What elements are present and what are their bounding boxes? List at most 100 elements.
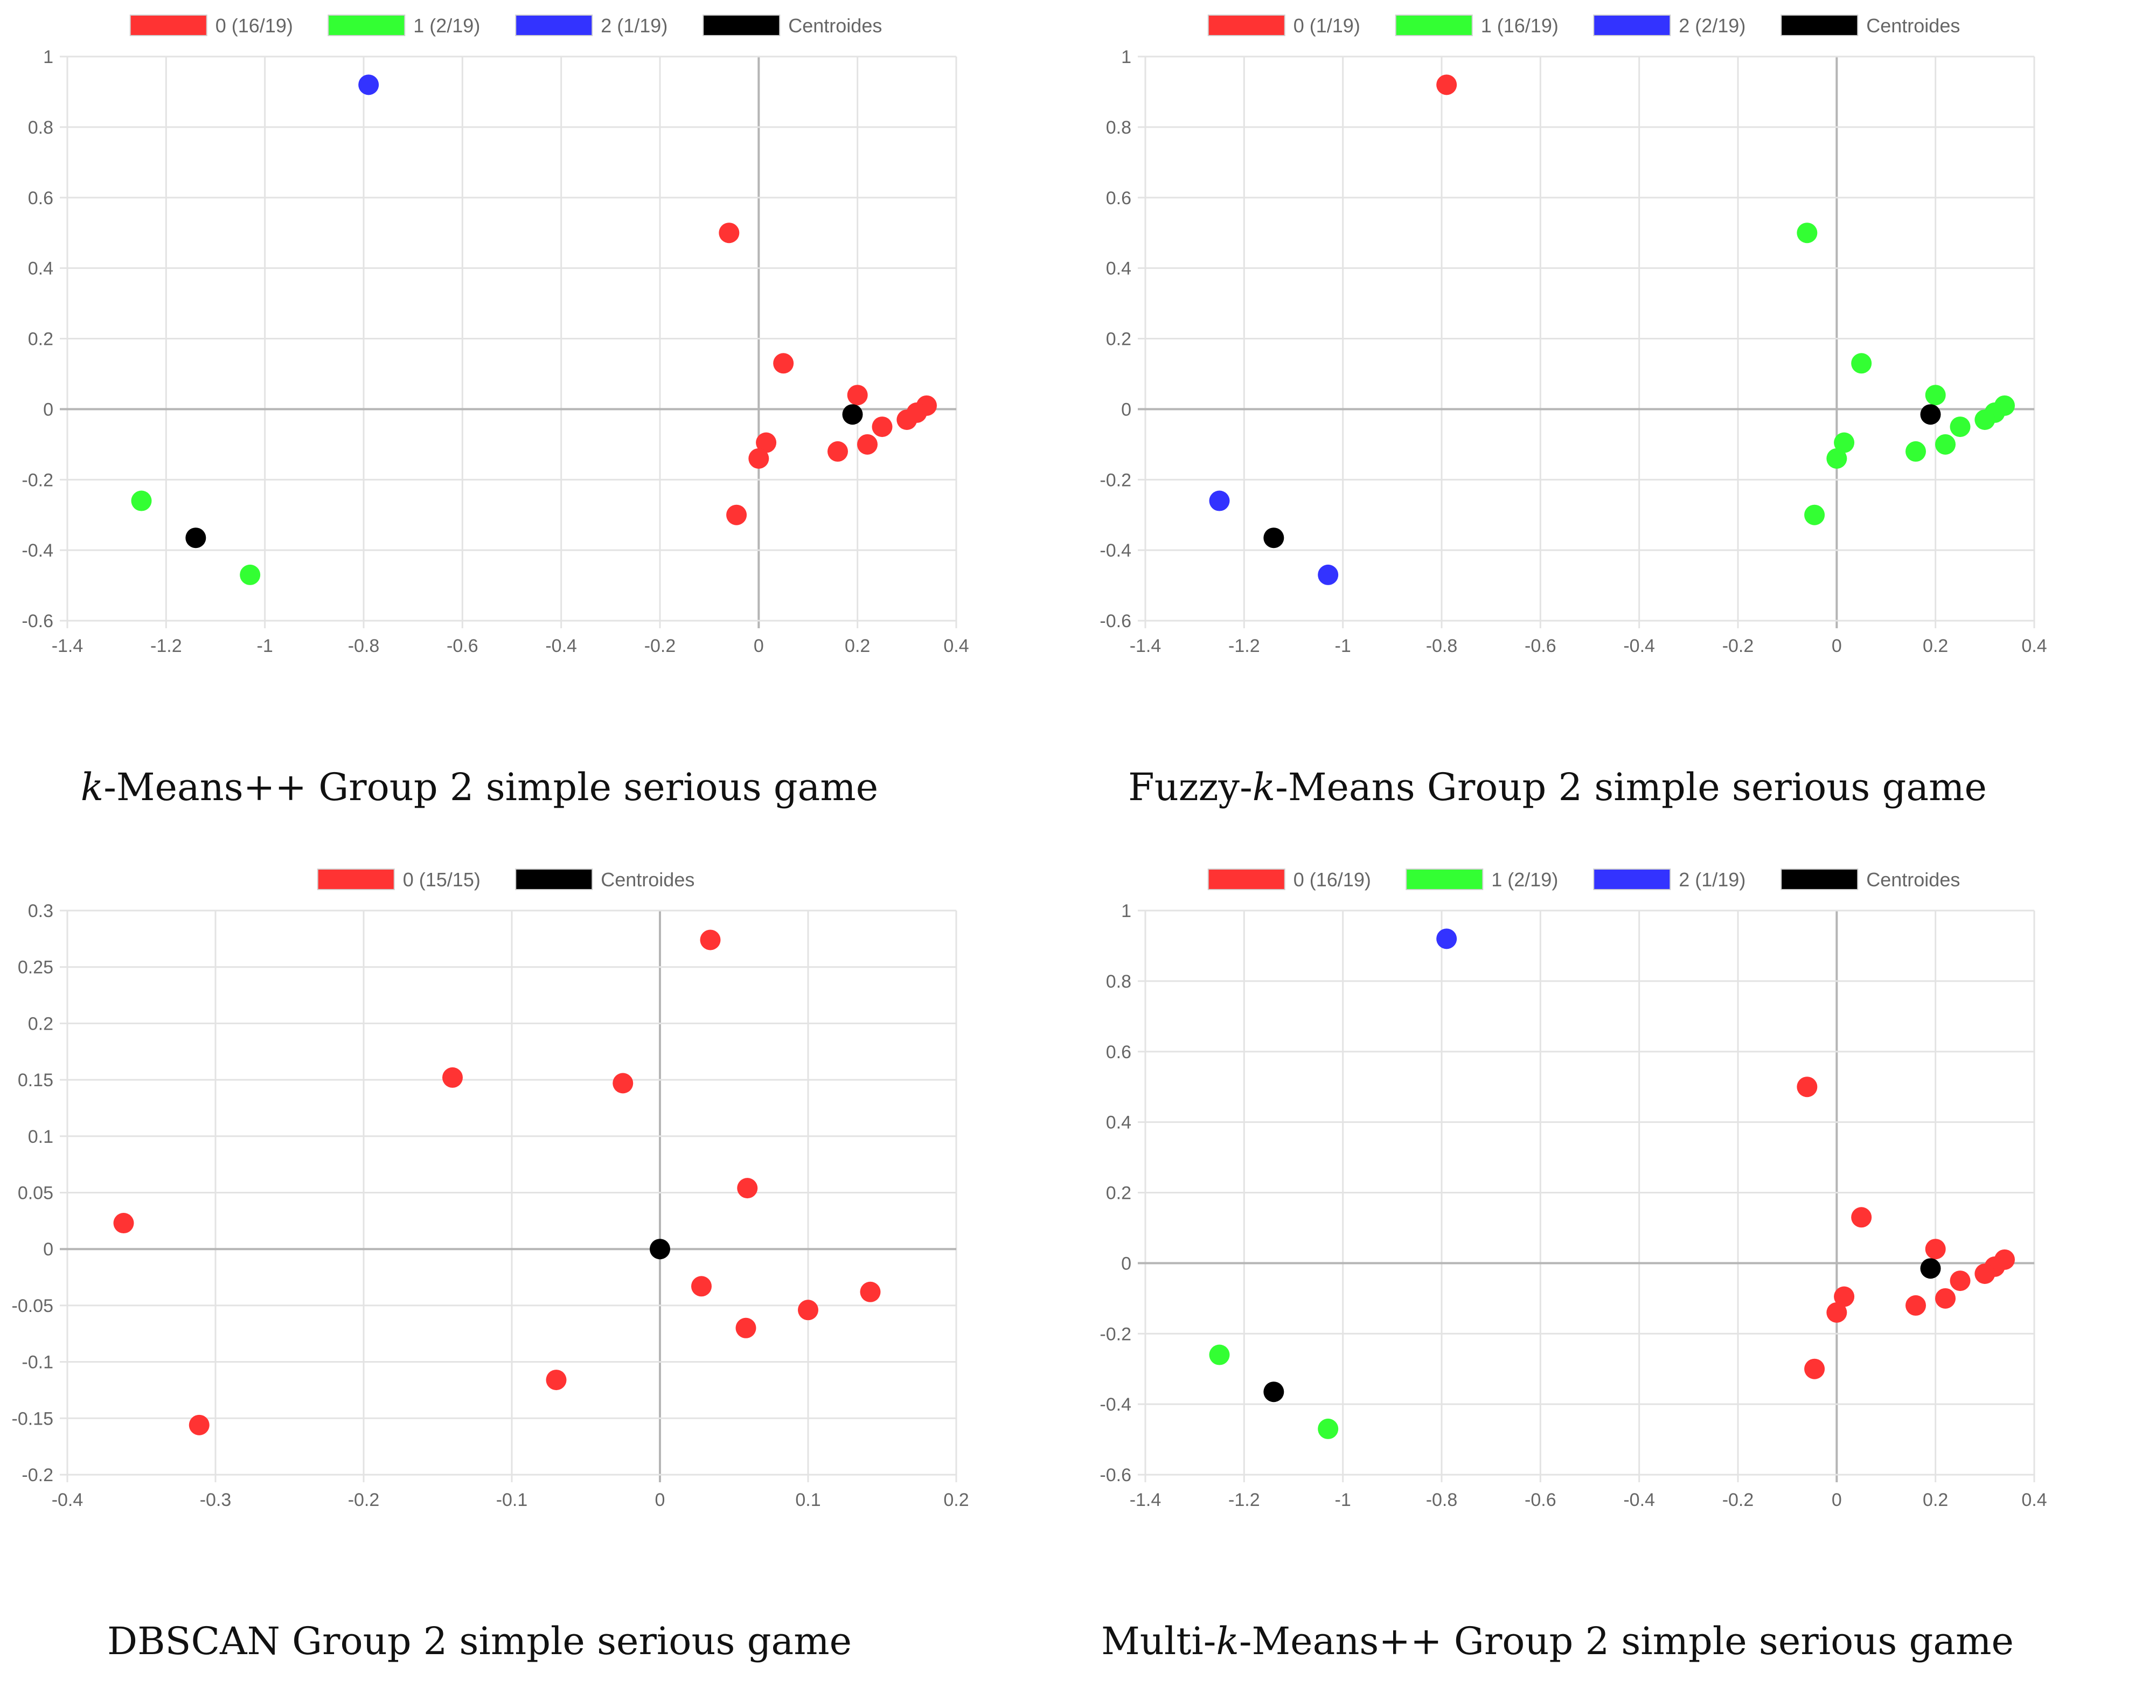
- legend-swatch[interactable]: [1781, 869, 1859, 890]
- data-point[interactable]: [1974, 1263, 1995, 1285]
- data-point[interactable]: [1925, 385, 1946, 406]
- centroid-point[interactable]: [185, 527, 206, 548]
- x-tick-label: 0: [655, 1490, 665, 1510]
- data-point[interactable]: [1797, 223, 1818, 244]
- data-point[interactable]: [1974, 409, 1995, 431]
- x-tick-label: -0.8: [1426, 1490, 1458, 1510]
- legend-swatch[interactable]: [328, 15, 406, 36]
- centroid-point[interactable]: [1920, 404, 1941, 425]
- legend-swatch[interactable]: [1781, 15, 1859, 36]
- data-point[interactable]: [773, 353, 794, 374]
- data-point[interactable]: [1834, 1286, 1855, 1307]
- legend-label[interactable]: Centroides: [601, 869, 694, 891]
- data-point[interactable]: [1935, 434, 1956, 455]
- legend-label[interactable]: 2 (1/19): [1679, 869, 1745, 891]
- y-tick-label: 0.1: [28, 1127, 53, 1147]
- chart-panel-multi-kmeans: -1.4 -1.2 -1 -0.8 -0.6 -0.4 -0.2 0 0.2 0.4 -0.6 -0.…: [1078, 854, 2150, 1708]
- data-point[interactable]: [756, 432, 777, 453]
- data-point[interactable]: [1436, 928, 1457, 949]
- centroid-point[interactable]: [842, 404, 863, 425]
- data-point[interactable]: [613, 1073, 634, 1094]
- data-point[interactable]: [1851, 1207, 1872, 1228]
- data-point[interactable]: [1834, 432, 1855, 453]
- legend-label[interactable]: 1 (16/19): [1481, 15, 1559, 37]
- legend-label[interactable]: 0 (16/19): [1293, 869, 1371, 891]
- legend-swatch[interactable]: [1395, 15, 1473, 36]
- data-point[interactable]: [896, 409, 917, 431]
- data-point[interactable]: [1804, 1358, 1825, 1379]
- legend-label[interactable]: 0 (15/15): [403, 869, 481, 891]
- data-point[interactable]: [872, 416, 893, 438]
- data-point[interactable]: [1797, 1077, 1818, 1098]
- data-point[interactable]: [1905, 1295, 1926, 1316]
- data-point[interactable]: [131, 490, 152, 511]
- x-tick-label: -1: [257, 636, 273, 656]
- legend-swatch[interactable]: [515, 15, 593, 36]
- data-point[interactable]: [798, 1300, 818, 1321]
- legend-label[interactable]: Centroides: [788, 15, 882, 37]
- data-point[interactable]: [1318, 564, 1339, 585]
- legend-label[interactable]: Centroides: [1866, 869, 1960, 891]
- data-point[interactable]: [1950, 416, 1971, 438]
- legend-swatch[interactable]: [703, 15, 781, 36]
- data-point[interactable]: [719, 223, 740, 244]
- legend-swatch[interactable]: [317, 869, 395, 890]
- y-tick-label: -0.2: [22, 470, 53, 490]
- centroid-point[interactable]: [1920, 1258, 1941, 1279]
- y-tick-label: 0.2: [28, 1013, 53, 1034]
- data-point[interactable]: [113, 1213, 134, 1234]
- data-point[interactable]: [442, 1067, 463, 1088]
- data-point[interactable]: [1436, 74, 1457, 95]
- data-point[interactable]: [1905, 441, 1926, 462]
- data-point[interactable]: [860, 1281, 881, 1302]
- centroid-point[interactable]: [1263, 527, 1284, 548]
- y-tick-label: -0.4: [1100, 1394, 1131, 1415]
- legend-swatch[interactable]: [1207, 869, 1285, 890]
- x-tick-label: 0.2: [845, 636, 870, 656]
- y-tick-label: 1: [43, 47, 53, 67]
- data-point[interactable]: [1209, 490, 1230, 511]
- legend-label[interactable]: 0 (1/19): [1293, 15, 1360, 37]
- legend-label[interactable]: 1 (2/19): [413, 15, 480, 37]
- legend-label[interactable]: 0 (16/19): [215, 15, 293, 37]
- centroid-point[interactable]: [1263, 1381, 1284, 1402]
- data-point[interactable]: [1851, 353, 1872, 374]
- data-point[interactable]: [827, 441, 848, 462]
- data-point[interactable]: [735, 1317, 756, 1338]
- legend-swatch[interactable]: [515, 869, 593, 890]
- data-point[interactable]: [546, 1370, 567, 1391]
- data-point[interactable]: [847, 385, 868, 406]
- legend-swatch[interactable]: [1593, 869, 1671, 890]
- x-tick-label: -0.6: [447, 636, 478, 656]
- data-point[interactable]: [1318, 1418, 1339, 1439]
- data-point[interactable]: [1826, 448, 1847, 469]
- y-tick-label: 0.4: [1106, 1113, 1131, 1133]
- data-point[interactable]: [240, 564, 261, 585]
- data-point[interactable]: [1935, 1288, 1956, 1309]
- data-point[interactable]: [1804, 504, 1825, 525]
- data-point[interactable]: [691, 1276, 712, 1297]
- data-point[interactable]: [700, 929, 721, 950]
- legend-label[interactable]: Centroides: [1866, 15, 1960, 37]
- data-point[interactable]: [1826, 1302, 1847, 1323]
- data-point[interactable]: [1925, 1239, 1946, 1260]
- legend-swatch[interactable]: [1406, 869, 1484, 890]
- data-point[interactable]: [1950, 1270, 1971, 1292]
- data-point[interactable]: [748, 448, 769, 469]
- x-tick-label: -0.2: [644, 636, 676, 656]
- x-tick-label: 0.4: [943, 636, 969, 656]
- data-point[interactable]: [737, 1178, 758, 1199]
- legend-swatch[interactable]: [129, 15, 207, 36]
- data-point[interactable]: [1209, 1344, 1230, 1365]
- centroid-point[interactable]: [650, 1239, 670, 1260]
- legend-swatch[interactable]: [1593, 15, 1671, 36]
- legend-label[interactable]: 2 (1/19): [601, 15, 667, 37]
- data-point[interactable]: [857, 434, 878, 455]
- legend-label[interactable]: 2 (2/19): [1679, 15, 1745, 37]
- data-point[interactable]: [189, 1414, 210, 1435]
- legend-swatch[interactable]: [1207, 15, 1285, 36]
- x-tick-label: -1.4: [52, 636, 84, 656]
- data-point[interactable]: [358, 74, 379, 95]
- data-point[interactable]: [726, 504, 747, 525]
- legend-label[interactable]: 1 (2/19): [1491, 869, 1558, 891]
